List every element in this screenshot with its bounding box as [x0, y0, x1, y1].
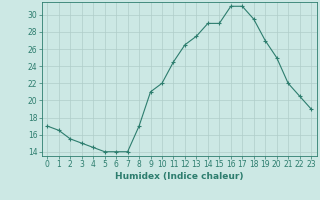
- X-axis label: Humidex (Indice chaleur): Humidex (Indice chaleur): [115, 172, 244, 181]
